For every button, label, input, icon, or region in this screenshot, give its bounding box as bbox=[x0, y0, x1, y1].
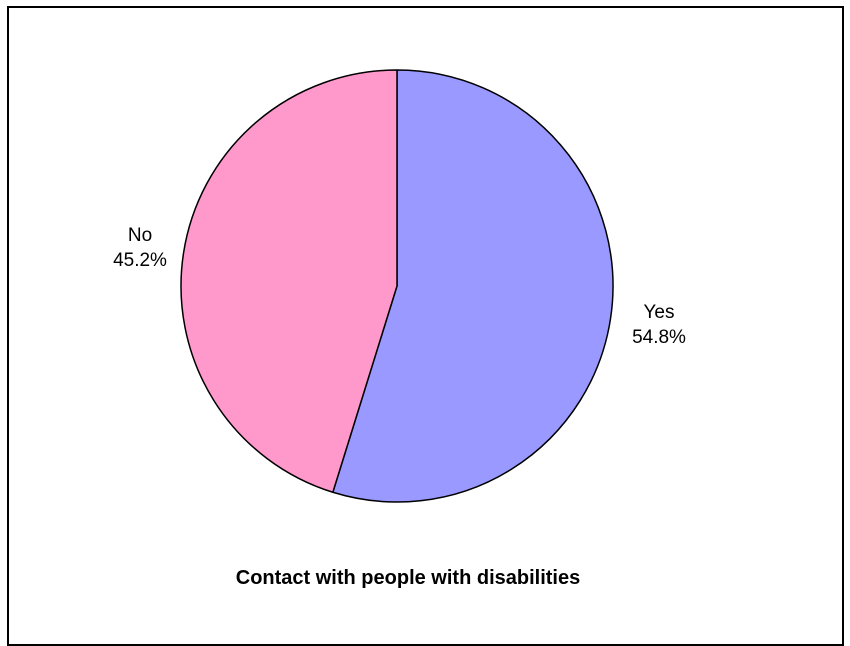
slice-label-yes: Yes bbox=[644, 302, 675, 323]
pie-slice-yes bbox=[332, 69, 614, 503]
slice-value-no: 45.2% bbox=[113, 250, 167, 271]
slice-value-yes: 54.8% bbox=[632, 327, 686, 348]
chart-title: Contact with people with disabilities bbox=[236, 567, 580, 589]
slice-label-no: No bbox=[128, 225, 152, 246]
pie-slices bbox=[180, 69, 614, 503]
slice-labels: Yes 54.8% No 45.2% bbox=[113, 225, 686, 348]
pie-slice-no bbox=[180, 69, 398, 493]
